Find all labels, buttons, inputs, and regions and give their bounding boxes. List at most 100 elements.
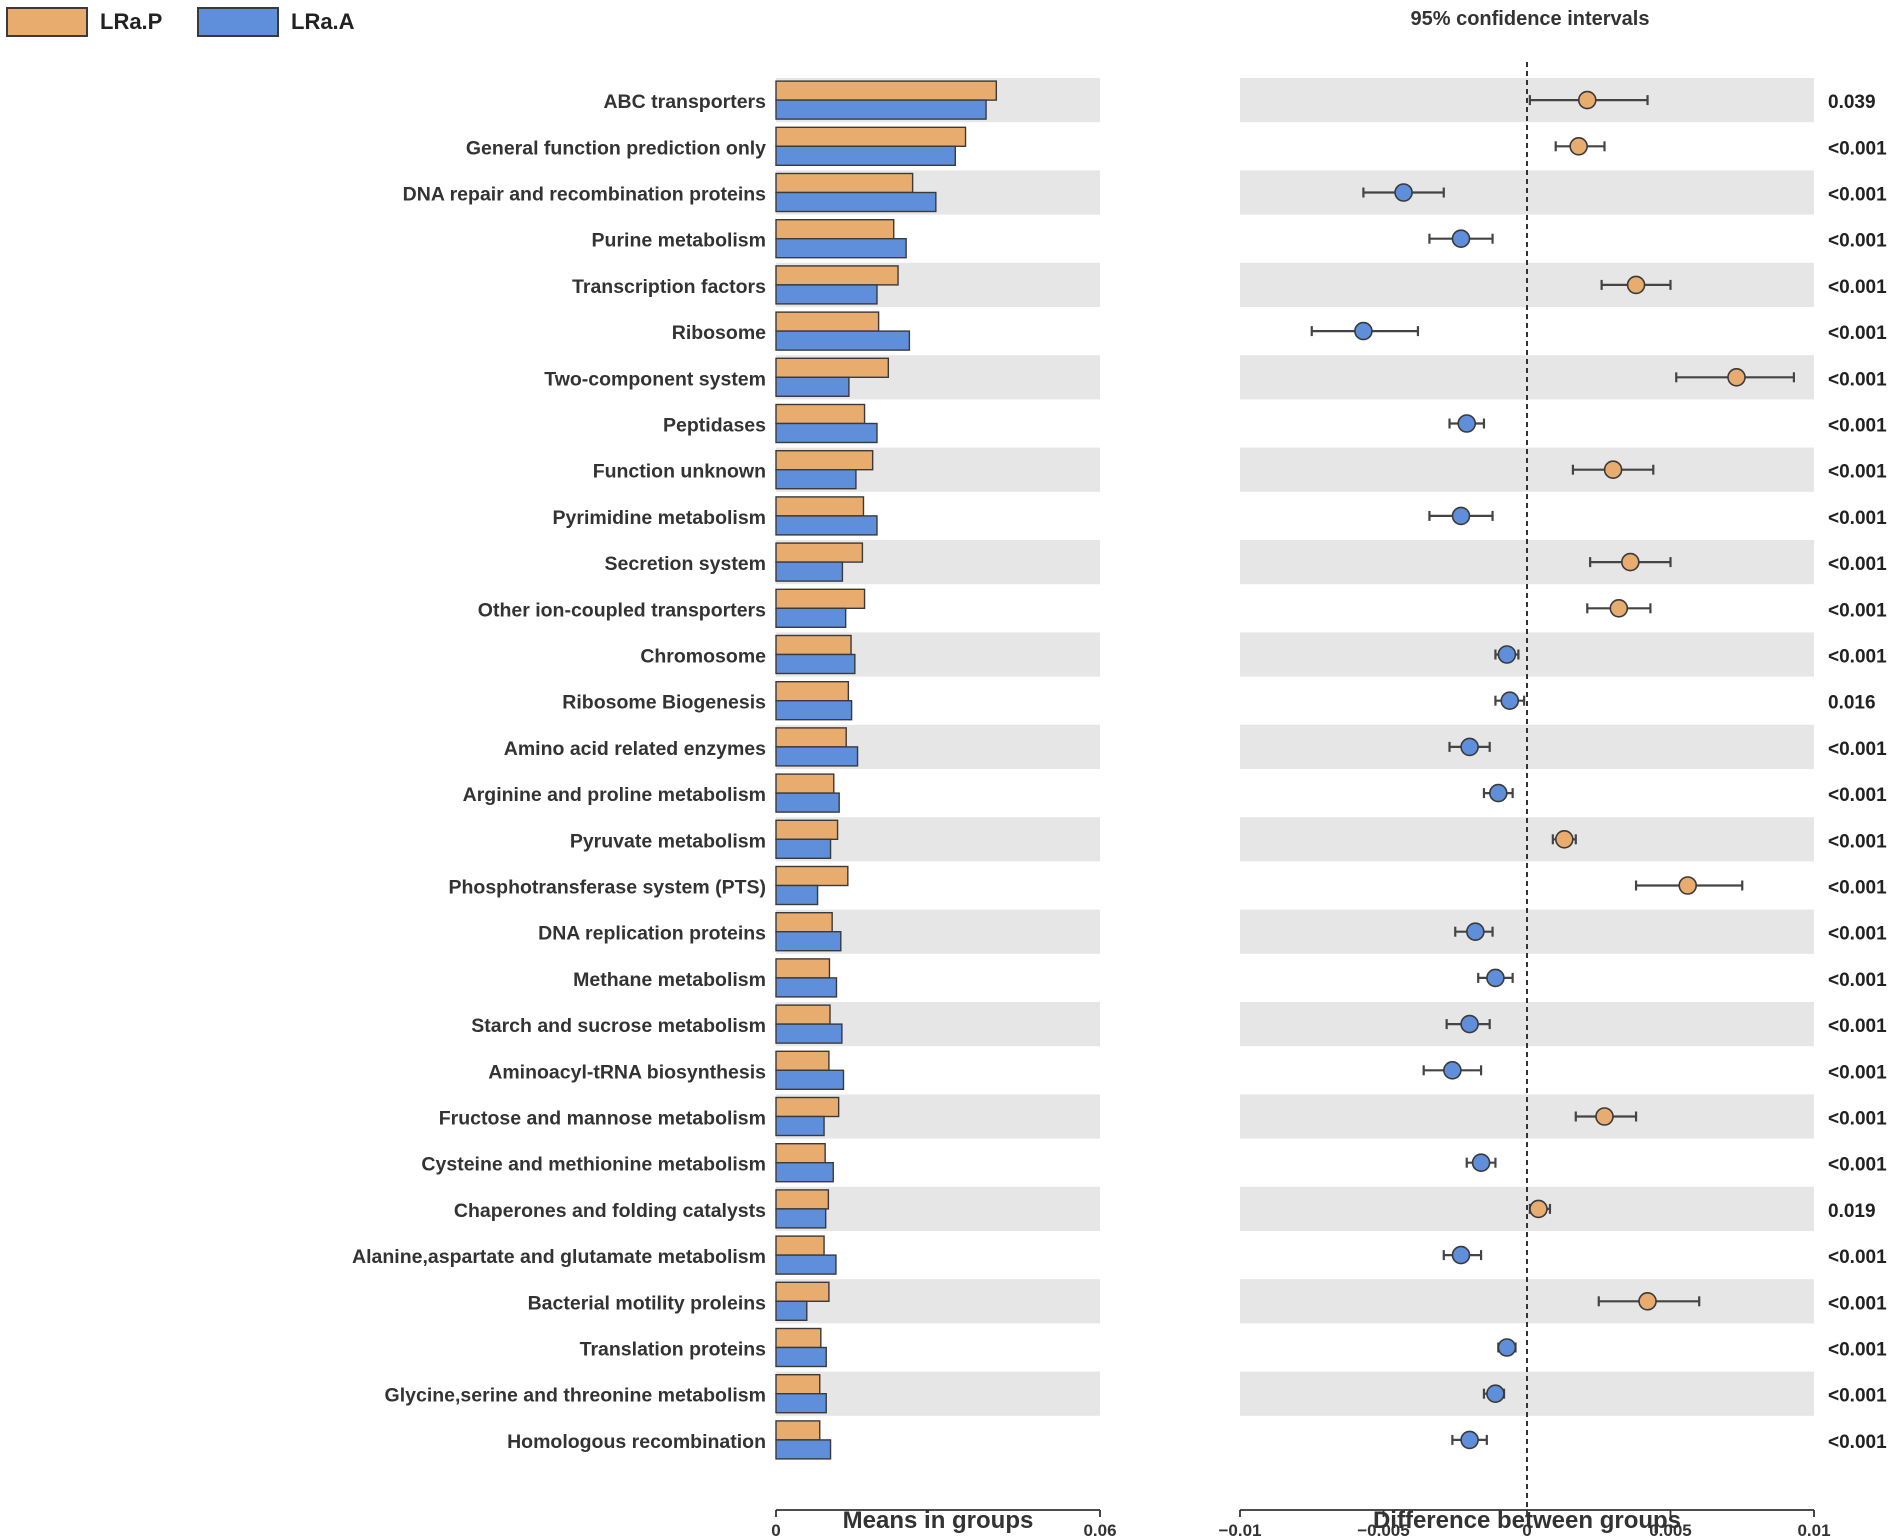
legend-item-lra-p: LRa.P [6,4,162,40]
bar-lra-p [775,403,866,425]
bar-lra-a [775,931,842,952]
bar-lra-p [775,912,833,933]
bar-lra-a [775,1439,832,1460]
ci-point [1486,1384,1505,1403]
bar-x-axis-title: Means in groups [843,1507,1034,1534]
ci-x-tick-label: −0.01 [1218,1521,1261,1537]
p-value-label: <0.001 [1828,185,1887,206]
bar-lra-p [775,1373,821,1395]
bar-lra-p [775,727,847,748]
p-value-label: <0.001 [1828,1386,1887,1407]
bar-lra-a [775,330,911,351]
bar-lra-a [775,145,956,167]
ci-point [1354,321,1373,341]
ci-point [1460,1430,1479,1450]
bar-lra-p [775,1420,821,1441]
confidence-intervals [1310,90,1796,1450]
p-value-label: <0.001 [1828,970,1887,991]
bar-lra-p [775,681,850,702]
category-label: DNA repair and recombination proteins [403,184,766,206]
ci-x-tick-label: 0 [1522,1521,1531,1537]
ci-point [1486,968,1505,988]
category-label: Aminoacyl-tRNA biosynthesis [488,1061,766,1083]
p-value-label: <0.001 [1828,1293,1887,1314]
category-label: Function unknown [593,461,766,483]
category-label: Translation proteins [580,1339,767,1361]
ci-point [1460,737,1479,757]
bar-lra-p [775,819,839,840]
category-label: Homologous recombination [507,1431,766,1453]
ci-point [1595,1107,1614,1126]
bar-lra-p [775,1189,830,1210]
bar-lra-a [775,191,937,213]
p-value-label: <0.001 [1828,1062,1887,1083]
category-label: Other ion-coupled transporters [478,599,766,621]
bar-lra-p [775,958,831,979]
bar-lra-p [775,496,865,517]
bar-lra-p [775,311,880,332]
p-value-label: <0.001 [1828,277,1887,298]
category-label: Alanine,aspartate and glutamate metaboli… [352,1246,766,1268]
category-label: Glycine,serine and threonine metabolism [385,1385,766,1407]
ci-point [1577,90,1597,110]
p-value-label: <0.001 [1828,462,1887,483]
bar-lra-p [775,218,895,240]
category-label: Phosphotransferase system (PTS) [448,877,766,899]
ci-point [1638,1292,1657,1311]
bar-lra-p [775,634,852,656]
category-label: Amino acid related enzymes [504,738,766,760]
legend-item-lra-a: LRa.A [197,4,355,40]
p-value-label: <0.001 [1828,1109,1887,1130]
ci-point [1466,922,1485,942]
bar-lra-p [775,1235,825,1256]
ci-x-tick-label: 0.01 [1797,1521,1830,1537]
bar-lra-a [775,284,878,305]
ci-point [1621,552,1640,572]
bar-lra-a [775,469,857,490]
row-band-bars [776,1279,1100,1324]
ci-point [1497,645,1517,664]
p-value-label: 0.019 [1828,1201,1876,1222]
bar-lra-p [775,865,849,887]
p-value-label: <0.001 [1828,647,1887,668]
p-value-label: <0.001 [1828,416,1887,437]
bar-lra-p [775,172,914,194]
bar-lra-a [775,607,847,628]
p-value-label: <0.001 [1828,924,1887,945]
bar-lra-p [775,1142,826,1164]
category-label: Pyruvate metabolism [570,830,766,852]
bar-lra-a [775,237,907,259]
bar-lra-p [775,1327,822,1349]
bar-lra-a [775,746,859,767]
ci-point [1727,367,1746,387]
bar-x-tick-label: 0 [771,1521,780,1537]
bar-lra-a [775,977,838,998]
bar-lra-p [775,126,967,148]
bar-lra-a [775,422,878,444]
ci-point [1500,691,1520,711]
bar-lra-p [775,542,864,563]
category-label: Starch and sucrose metabolism [471,1015,766,1037]
p-value-label: <0.001 [1828,231,1887,252]
legend-swatch-lra-a [197,7,279,37]
bar-lra-a [775,1392,827,1414]
legend-label-lra-p: LRa.P [100,9,163,34]
ci-point [1451,506,1471,526]
p-value-label: 0.039 [1828,92,1876,113]
category-label: ABC transporters [603,91,766,113]
p-value-label: <0.001 [1828,1432,1887,1453]
row-band-bars [776,1371,1100,1416]
ci-point [1471,1153,1491,1172]
bar-lra-a [775,99,987,120]
category-label: Ribosome [672,322,766,344]
bar-lra-a [775,653,856,675]
row-bands [776,78,1814,1416]
ci-point [1489,783,1508,803]
bar-lra-p [775,1281,830,1303]
ci-point [1497,1338,1517,1357]
category-labels: ABC transporters General function predict… [352,91,766,1453]
axes: 0 0.06 Means in groups −0.01 −0.005 0 0.005 0.0… [771,62,1831,1537]
p-value-label: <0.001 [1828,554,1887,575]
bar-lra-p [775,1004,831,1025]
